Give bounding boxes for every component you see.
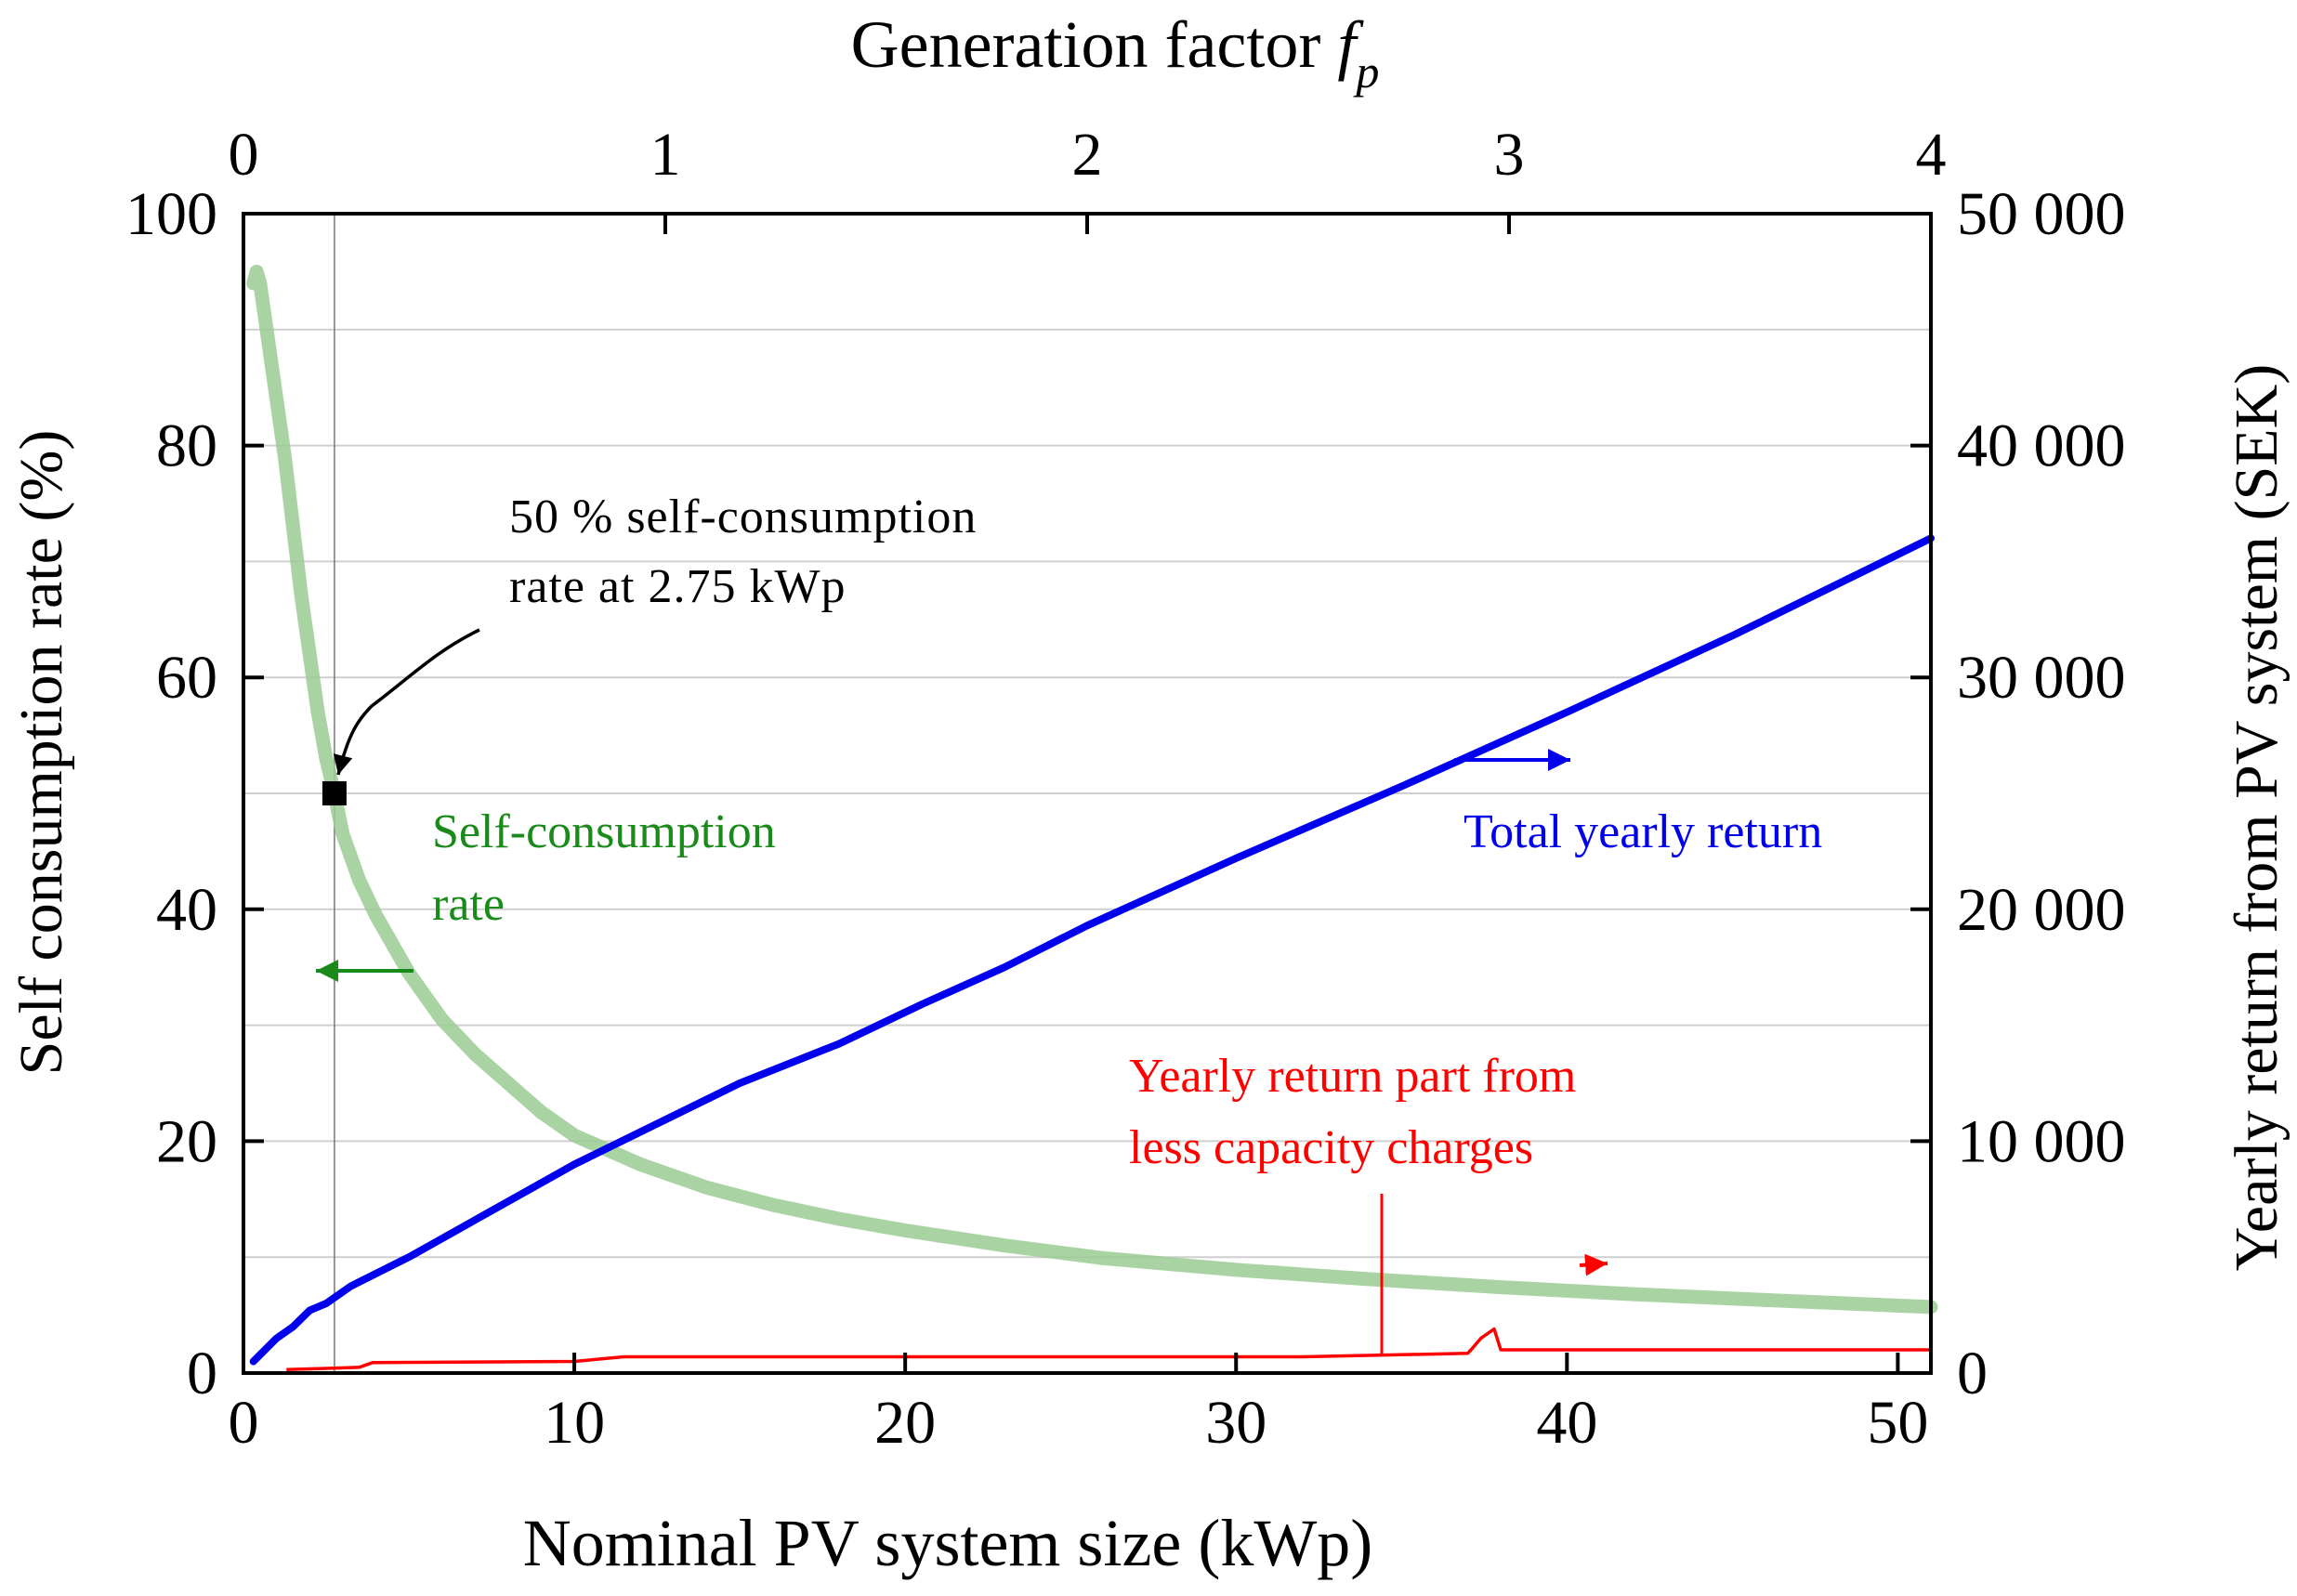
y-left-tick-label: 40 [156,876,217,944]
series-capacity-charges-return [286,1327,1931,1372]
red-label-arrow [1579,1253,1608,1276]
x-bottom-tick-label: 50 [1867,1389,1928,1457]
blue-label: Total yearly return [1464,805,1822,858]
callout-arrow [333,628,480,776]
y-left-tick-label: 60 [156,644,217,712]
x-top-tick-label: 0 [229,121,259,189]
series-self-consumption-rate [246,264,1938,1315]
highlight-point-marker [322,781,347,805]
y-left-tick-label: 80 [156,412,217,480]
x-bottom-tick-label: 20 [874,1389,936,1457]
green-label-line-2: rate [432,878,505,931]
green-label-line-1: Self-consumption [432,805,776,858]
red-label-line-1: Yearly return part from [1129,1050,1576,1103]
callout-text-line-2: rate at 2.75 kWp [509,560,847,613]
y-axis-left-title: Self consumption rate (%) [7,430,75,1076]
self-consumption-rate-line [246,264,1938,1315]
x-axis-top-title: Generation factor fp [851,7,1380,98]
grid-lines [243,328,1931,1259]
total-yearly-return-line [249,534,1935,1366]
y-right-tick-label: 30 000 [1957,644,2126,712]
x-axis-top-title-main: Generation factor [851,7,1338,82]
x-top-tick-label: 3 [1494,121,1525,189]
x-top-tick-label: 4 [1916,121,1947,189]
y-left-tick-label: 0 [187,1340,217,1407]
y-right-tick-label: 0 [1957,1340,1988,1407]
callout-text-line-1: 50 % self-consumption [509,491,977,543]
y-right-tick-label: 20 000 [1957,876,2126,944]
y-right-tick-label: 50 000 [1957,180,2126,248]
x-bottom-tick-label: 30 [1205,1389,1267,1457]
x-bottom-tick-label: 40 [1536,1389,1597,1457]
red-label-line-2: less capacity charges [1129,1121,1533,1174]
x-bottom-tick-label: 0 [229,1389,259,1457]
x-axis-bottom-title: Nominal PV system size (kWp) [523,1506,1373,1580]
capacity-charges-return-line [286,1327,1931,1372]
y-left-tick-label: 20 [156,1107,217,1175]
y-axis-right-title: Yearly return from PV system (SEK) [2223,364,2290,1272]
y-right-tick-label: 10 000 [1957,1107,2126,1175]
series-total-yearly-return [249,534,1935,1366]
x-bottom-tick-label: 10 [544,1389,605,1457]
x-top-tick-label: 1 [650,121,681,189]
x-top-tick-label: 2 [1072,121,1103,189]
y-left-tick-label: 100 [125,180,217,248]
y-right-tick-label: 40 000 [1957,412,2126,480]
x-axis-top-title-subscript: p [1353,46,1379,98]
